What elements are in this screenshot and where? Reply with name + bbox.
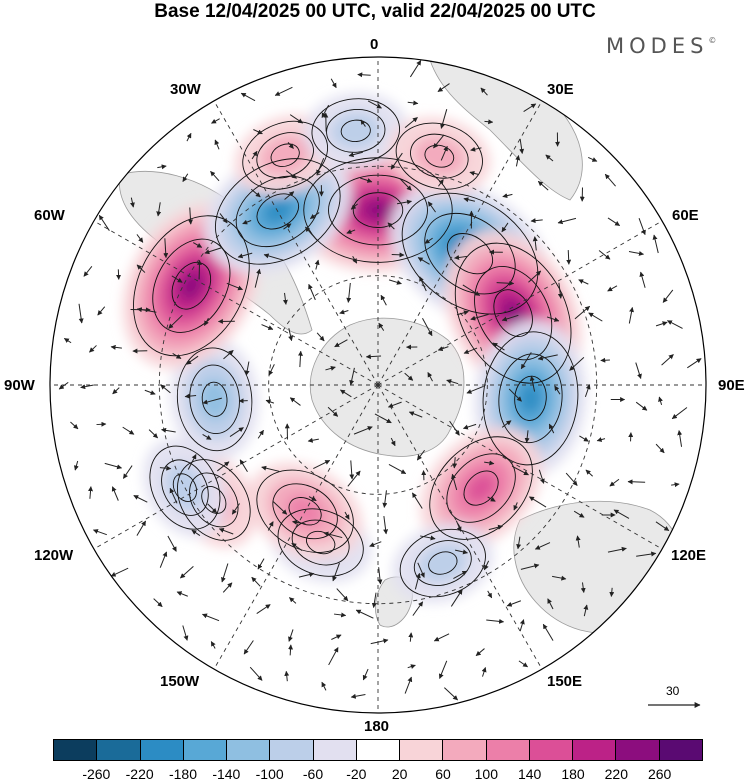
colorbar-tick-label: -180 xyxy=(169,766,197,782)
colorbar-tick-label: 20 xyxy=(392,766,408,782)
brand-mark: © xyxy=(708,36,716,45)
lon-label-120e: 120E xyxy=(671,548,706,564)
modes-logo: MODES© xyxy=(606,34,716,58)
lon-label-180: 180 xyxy=(364,719,389,735)
colorbar-swatch xyxy=(270,740,313,760)
wind-vector xyxy=(392,255,404,256)
colorbar-swatch xyxy=(357,740,400,760)
colorbar-swatch xyxy=(227,740,270,760)
colorbar-swatch xyxy=(141,740,184,760)
colorbar-tick-label: -260 xyxy=(82,766,110,782)
colorbar-tick-label: -60 xyxy=(303,766,323,782)
lon-label-30w: 30W xyxy=(170,82,201,98)
lon-label-90w: 90W xyxy=(4,378,35,394)
lon-label-150e: 150E xyxy=(547,674,582,690)
colorbar-swatch xyxy=(314,740,357,760)
lon-label-30e: 30E xyxy=(547,82,574,98)
colorbar-swatch xyxy=(97,740,140,760)
lon-label-120w: 120W xyxy=(34,548,73,564)
colorbar-tick-label: -220 xyxy=(126,766,154,782)
colorbar-tick-label: -140 xyxy=(212,766,240,782)
colorbar-swatch xyxy=(443,740,486,760)
map-title: Base 12/04/2025 00 UTC, valid 22/04/2025… xyxy=(0,0,750,24)
colorbar-swatch xyxy=(530,740,573,760)
wind-vector xyxy=(96,424,105,425)
colorbar-swatch xyxy=(573,740,616,760)
colorbar-swatch xyxy=(54,740,97,760)
lon-label-150w: 150W xyxy=(160,674,199,690)
colorbar-tick-label: -20 xyxy=(346,766,366,782)
colorbar-tick-label: 260 xyxy=(648,766,671,782)
colorbar-swatch xyxy=(184,740,227,760)
colorbar-ticks: -260 -220 -180 -140 -100 -60 -20 20 60 100 140 180 2… xyxy=(0,766,750,784)
colorbar-swatch xyxy=(400,740,443,760)
lon-label-0: 0 xyxy=(370,37,378,53)
wind-vector xyxy=(568,250,569,264)
wind-vector xyxy=(290,645,291,655)
colorbar-swatch xyxy=(660,740,702,760)
colorbar-tick-label: 60 xyxy=(435,766,451,782)
brand-text: MODES xyxy=(606,34,708,58)
colorbar-swatch xyxy=(616,740,659,760)
colorbar-tick-label: 180 xyxy=(561,766,584,782)
wind-vector xyxy=(628,482,645,483)
lon-label-60e: 60E xyxy=(672,208,699,224)
reference-vector-label: 30 xyxy=(666,684,679,698)
colorbar xyxy=(53,739,703,761)
colorbar-tick-label: 220 xyxy=(605,766,628,782)
colorbar-tick-label: 140 xyxy=(518,766,541,782)
colorbar-swatch xyxy=(487,740,530,760)
lon-label-90e: 90E xyxy=(718,378,745,394)
lon-label-60w: 60W xyxy=(34,208,65,224)
colorbar-tick-label: 100 xyxy=(475,766,498,782)
colorbar-tick-label: -100 xyxy=(256,766,284,782)
